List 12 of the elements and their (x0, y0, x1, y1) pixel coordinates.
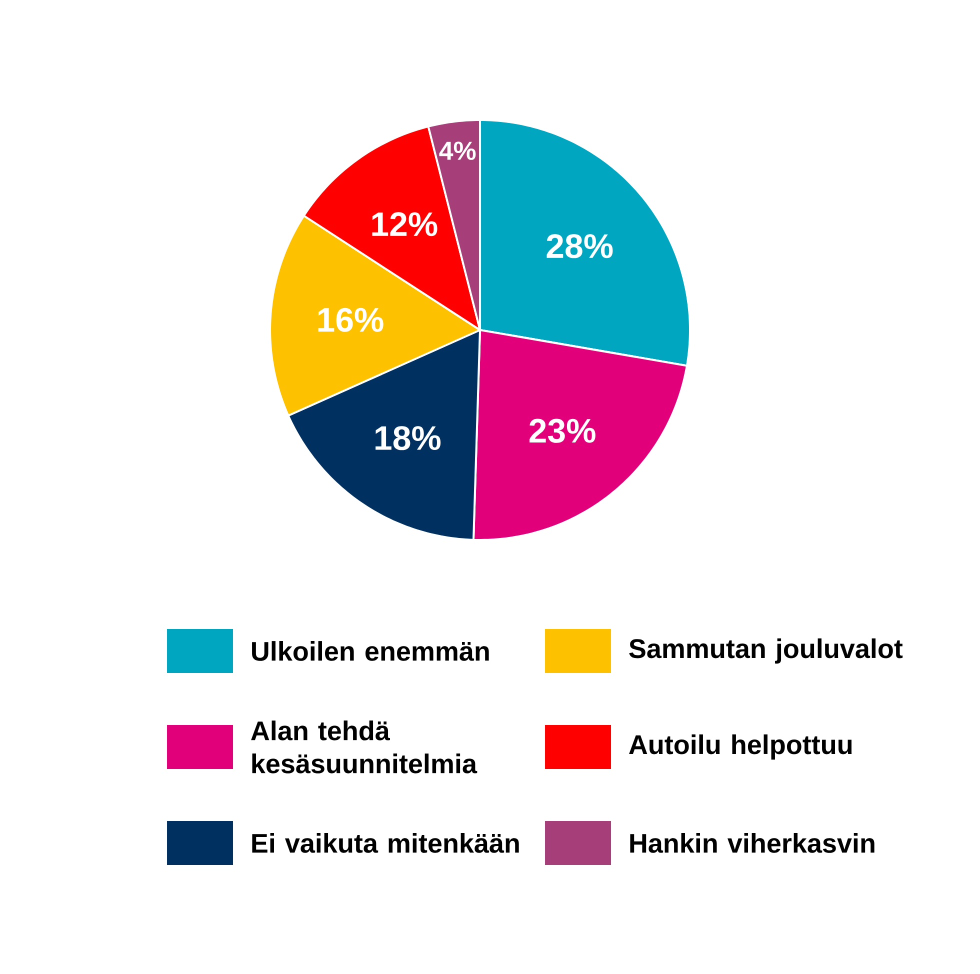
data-label: 4% (439, 142, 476, 160)
data-label: 28% (546, 234, 613, 258)
data-label: 18% (376, 426, 441, 450)
legend-label: Sammutan jouluvalot (629, 638, 903, 664)
data-label: 16% (318, 308, 384, 332)
data-label: 12% (372, 212, 438, 236)
legend-label: Autoilu helpottuu (629, 734, 852, 760)
data-label: 23% (529, 418, 596, 443)
legend-label: Ulkoilen enemmän (252, 641, 489, 661)
legend-label: Hankin viherkasvin (630, 833, 874, 853)
legend-label: Ei vaikuta mitenkään (252, 833, 519, 853)
legend-label: Alan tehdä kesäsuunnitelmia (251, 720, 478, 774)
